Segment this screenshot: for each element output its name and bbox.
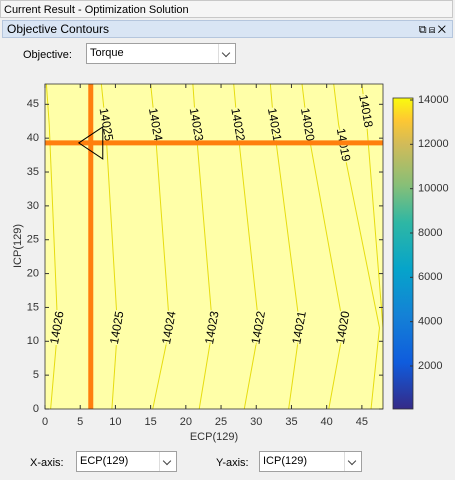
objective-value: Torque <box>90 47 124 59</box>
combo-arrow[interactable] <box>218 44 235 63</box>
y-tick-label: 40 <box>27 132 39 144</box>
contour-line <box>192 84 214 409</box>
colorbar-tick-label: 2000 <box>418 360 442 372</box>
contour-line <box>100 84 119 409</box>
contour-line <box>361 84 383 409</box>
x-tick-label: 15 <box>145 416 157 428</box>
combo-arrow[interactable] <box>344 452 361 471</box>
colorbar-tick-label: 6000 <box>418 271 442 283</box>
y-tick-label: 0 <box>33 403 39 415</box>
x-tick-label: 0 <box>42 416 48 428</box>
y-axis-value: ICP(129) <box>263 455 308 467</box>
colorbar-tick-label: 14000 <box>418 94 449 106</box>
y-tick-label: 30 <box>27 200 39 212</box>
plot-background <box>45 84 383 409</box>
x-tick-label: 40 <box>321 416 333 428</box>
crosshair-marker <box>77 125 104 160</box>
colorbar <box>392 97 414 410</box>
panel-header: Objective Contours ⧉⧈✕ <box>2 20 453 38</box>
x-axis-value: ECP(129) <box>80 455 129 467</box>
x-tick-label: 45 <box>356 416 368 428</box>
y-tick-label: 10 <box>27 335 39 347</box>
y-tick-label: 15 <box>27 301 39 313</box>
x-tick-label: 25 <box>215 416 227 428</box>
window-title: Current Result - Optimization Solution <box>0 0 453 18</box>
x-tick-label: 30 <box>250 416 262 428</box>
panel-title: Objective Contours <box>7 22 110 36</box>
plot-frame <box>44 83 384 410</box>
x-tick-label: 20 <box>180 416 192 428</box>
combo-arrow[interactable] <box>159 452 176 471</box>
contour-line <box>150 84 171 409</box>
plot-area: 1402614025140251402414024140231402314022… <box>27 83 449 428</box>
colorbar-tick-label: 8000 <box>418 227 442 239</box>
y-tick-label: 20 <box>27 267 39 279</box>
x-tick-label: 35 <box>285 416 297 428</box>
contour-line <box>233 84 260 409</box>
x-axis-control-label: X-axis: <box>30 457 64 469</box>
y-tick-label: 35 <box>27 166 39 178</box>
x-axis-label: ECP(129) <box>190 431 238 443</box>
contour-line <box>301 84 345 409</box>
contour-line <box>333 84 380 409</box>
y-axis-combo[interactable]: ICP(129) <box>259 451 362 472</box>
contour-line <box>269 84 301 409</box>
y-axis-control-label: Y-axis: <box>216 457 249 469</box>
x-tick-label: 10 <box>109 416 121 428</box>
y-tick-label: 45 <box>27 98 39 110</box>
colorbar-tick-label: 12000 <box>418 138 449 150</box>
panel-icons[interactable]: ⧉⧈✕ <box>418 24 448 36</box>
objective-label: Objective: <box>23 49 72 61</box>
colorbar-tick-label: 10000 <box>418 183 449 195</box>
colorbar-tick-label: 4000 <box>418 316 442 328</box>
contour-label: 14025 <box>97 107 117 143</box>
contour-label: 14022 <box>228 107 248 143</box>
y-axis-label: ICP(129) <box>12 224 24 268</box>
x-axis-combo[interactable]: ECP(129) <box>76 451 177 472</box>
y-tick-label: 25 <box>27 234 39 246</box>
objective-combo[interactable]: Torque <box>86 43 236 64</box>
y-tick-label: 5 <box>33 369 39 381</box>
x-tick-label: 5 <box>77 416 83 428</box>
chart: 1402614025140251402414024140231402314022… <box>12 83 449 443</box>
